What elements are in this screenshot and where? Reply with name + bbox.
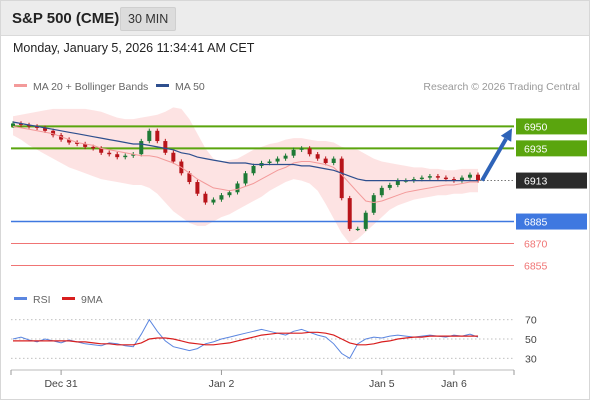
ma20-legend-swatch — [14, 84, 27, 87]
candle-body — [435, 176, 440, 178]
level-label-6885: 6885 — [524, 217, 548, 229]
instrument-title: S&P 500 (CME) — [12, 10, 120, 27]
price-levels — [11, 125, 514, 266]
rsi-ma-legend-label: 9MA — [81, 294, 103, 306]
timestamp: Monday, January 5, 2026 11:34:41 AM CET — [13, 41, 255, 55]
candle-body — [411, 179, 416, 181]
candle-body — [75, 142, 80, 144]
candle-body — [59, 135, 64, 140]
ma50-legend-swatch — [156, 84, 169, 87]
candle-body — [83, 143, 88, 147]
x-tick-label: Dec 31 — [44, 378, 77, 390]
candle-body — [235, 183, 240, 193]
candle-body — [187, 173, 192, 183]
candle-body — [211, 199, 216, 203]
candle-body — [147, 130, 152, 142]
rsi-tick-label-30: 30 — [525, 353, 537, 365]
forecast-arrow-head — [500, 128, 512, 142]
level-label-box-6885 — [516, 213, 587, 230]
candle-body — [347, 198, 352, 229]
level-label-6935: 6935 — [524, 143, 548, 155]
candle-body — [19, 123, 24, 125]
level-label-box-6950 — [516, 118, 587, 135]
candle-body — [355, 228, 360, 231]
candle-body — [315, 154, 320, 159]
candle-body — [427, 176, 432, 178]
candle-body — [131, 154, 136, 156]
level-label-6950: 6950 — [524, 121, 548, 133]
candle-body — [267, 161, 272, 163]
candle-body — [51, 130, 56, 136]
candle-body — [379, 187, 384, 196]
rsi-tick-label-50: 50 — [525, 334, 537, 346]
x-axis: Dec 31 Jan 2 Jan 5 Jan 6 — [10, 369, 515, 390]
level-label-6855: 6855 — [524, 260, 548, 272]
rsi-tick-label-70: 70 — [525, 315, 537, 327]
candle-body — [203, 193, 208, 203]
candle-body — [91, 146, 96, 149]
candle-body — [307, 148, 312, 155]
rsi-ma-line — [13, 331, 478, 346]
rsi-ma-legend-swatch — [62, 297, 75, 300]
level-label-box-6935 — [516, 140, 587, 157]
candle-body — [243, 173, 248, 184]
moving-averages — [12, 121, 478, 204]
candle-body — [195, 182, 200, 194]
rsi-panel: 70 50 30 — [11, 315, 537, 365]
candle-body — [331, 158, 336, 163]
candle-body — [443, 177, 448, 180]
candle-body — [251, 165, 256, 174]
candle-body — [371, 195, 376, 213]
rsi-legend-label: RSI — [33, 294, 51, 306]
candle-body — [323, 158, 328, 163]
candle-body — [107, 152, 112, 155]
candle-body — [227, 192, 232, 196]
candle-body — [451, 179, 456, 181]
x-tick-label: Jan 5 — [369, 378, 395, 390]
x-tick-label: Jan 6 — [441, 378, 467, 390]
candle-body — [163, 141, 168, 153]
candle-body — [291, 149, 296, 156]
candle-body — [11, 123, 15, 126]
rsi-line — [12, 318, 479, 359]
candle-body — [35, 126, 40, 128]
candle-body — [27, 124, 32, 127]
forecast-arrow — [480, 128, 512, 182]
ma20-line — [12, 125, 478, 204]
candle-body — [171, 152, 176, 162]
candle-body — [395, 180, 400, 185]
candle-body — [419, 177, 424, 180]
candle-body — [299, 148, 304, 150]
candle-body — [67, 139, 72, 143]
level-label-6913: 6913 — [524, 176, 548, 188]
candle-body — [115, 154, 120, 158]
candle-body — [476, 174, 480, 181]
candle-body — [43, 127, 48, 131]
candle-body — [155, 130, 160, 142]
ma50-legend-label: MA 50 — [175, 81, 205, 93]
candle-body — [123, 155, 128, 158]
candle-body — [467, 174, 472, 178]
copyright-text: Research © 2026 Trading Central — [423, 81, 580, 93]
rsi-legend-swatch — [14, 297, 27, 300]
candle-body — [387, 184, 392, 188]
ma50-line — [12, 121, 478, 182]
candle-body — [459, 177, 464, 181]
ma20-legend-label: MA 20 + Bollinger Bands — [33, 81, 148, 93]
level-label-box-6913 — [516, 172, 587, 189]
forecast-arrow-shaft — [480, 137, 508, 182]
x-tick-label: Jan 2 — [209, 378, 235, 390]
candle-body — [139, 141, 144, 155]
candle-body — [363, 212, 368, 229]
candle-body — [99, 148, 104, 153]
candle-body — [275, 158, 280, 162]
timeframe-badge[interactable]: 30 MIN — [120, 7, 177, 31]
candle-body — [339, 158, 344, 199]
chart-header: S&P 500 (CME) 30 MIN — [1, 1, 589, 36]
level-label-6870: 6870 — [524, 238, 548, 250]
candle-body — [219, 195, 224, 200]
level-labels: 6950 6935 6913 6885 6870 6855 — [516, 118, 587, 272]
candle-body — [283, 155, 288, 159]
